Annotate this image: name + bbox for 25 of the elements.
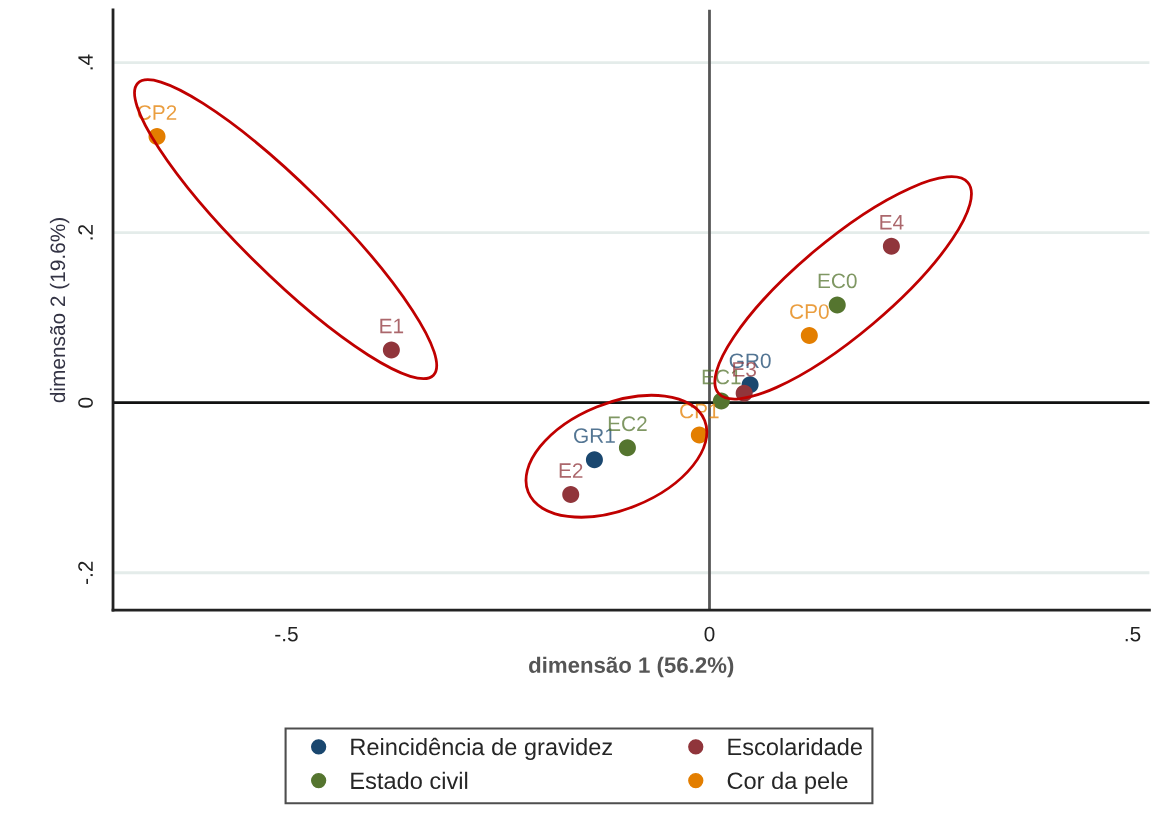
- legend-label: Escolaridade: [728, 737, 862, 756]
- point: [828, 296, 846, 314]
- y-tick-label: 0: [78, 397, 93, 408]
- annotation: E2: [559, 463, 583, 478]
- point: [800, 327, 818, 345]
- point: [585, 451, 603, 469]
- annotation: E1: [380, 318, 404, 334]
- legend-label: Reincidência de gravidez: [351, 737, 612, 760]
- annotation: E4: [880, 215, 904, 230]
- y-tick-label: .2: [78, 224, 93, 240]
- point: [882, 237, 900, 255]
- x-tick-label: -.5: [275, 626, 298, 642]
- x-tick-label: 0: [704, 626, 715, 642]
- legend-label: Estado civil: [351, 771, 468, 790]
- legend-label: Cor da pele: [727, 771, 848, 794]
- x-axis-title: dimensão 1 (56.2%): [529, 656, 734, 678]
- annotation: EC0: [818, 273, 857, 289]
- y-axis-title: dimensão 2 (19.6%): [49, 218, 70, 403]
- annotation: CP0: [790, 304, 829, 319]
- x-tick-label: .5: [1125, 626, 1141, 642]
- y-tick-label: -.2: [78, 561, 93, 584]
- point: [562, 486, 580, 504]
- y-tick-label: .4: [78, 54, 93, 70]
- point: [382, 341, 400, 359]
- point: [618, 439, 636, 457]
